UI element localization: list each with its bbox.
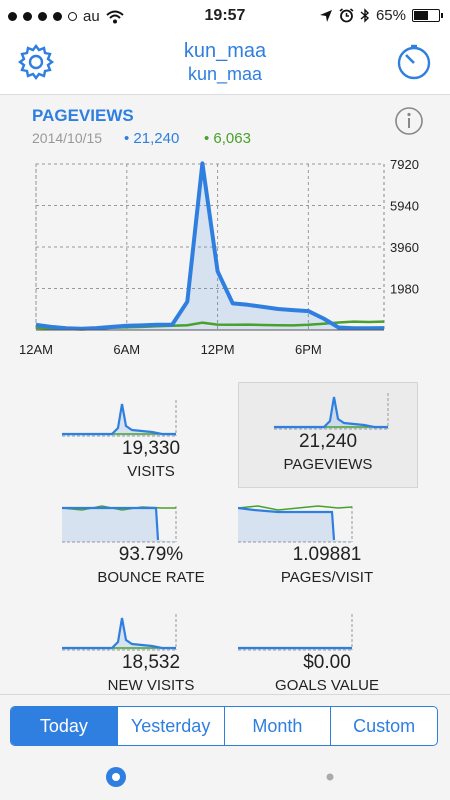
sparkline — [274, 393, 389, 430]
page-indicator-active[interactable] — [104, 765, 128, 789]
tab-yesterday[interactable]: Yesterday — [116, 707, 224, 745]
metric-label: PAGES/VISIT — [280, 569, 374, 586]
signal-dot — [8, 12, 17, 21]
metric-tile-pageviews[interactable]: 21,240 PAGEVIEWS — [238, 382, 418, 488]
timer-icon[interactable] — [394, 42, 434, 82]
metric-tile-goals-value[interactable]: $0.00 GOALS VALUE — [238, 604, 416, 708]
signal-dot — [23, 12, 32, 21]
alarm-icon — [339, 8, 354, 23]
metric-tile-bounce-rate[interactable]: 93.79% BOUNCE RATE — [62, 496, 240, 600]
metric-tile-visits[interactable]: 19,330 VISITS — [62, 390, 240, 494]
sparkline — [238, 614, 353, 651]
location-arrow-icon — [319, 9, 332, 22]
sparkline — [62, 400, 177, 437]
series-area-pageviews — [36, 163, 384, 330]
metric-label: NEW VISITS — [107, 677, 195, 694]
status-bar: au 19:57 65% — [0, 0, 450, 34]
tab-today[interactable]: Today — [11, 707, 117, 745]
metric-tile-new-visits[interactable]: 18,532 NEW VISITS — [62, 604, 240, 708]
x-tick-label: 6AM — [113, 342, 140, 357]
metric-label: VISITS — [127, 463, 175, 480]
app-header: kun_maa kun_maa — [0, 34, 450, 95]
page-indicator-dot[interactable] — [324, 765, 336, 789]
period-segmented-control: Today Yesterday Month Custom — [10, 706, 438, 746]
metric-label: GOALS VALUE — [275, 677, 379, 694]
info-icon[interactable] — [394, 106, 424, 136]
status-right: 65% — [319, 7, 443, 24]
metric-value: 19,330 — [121, 438, 181, 459]
x-tick-label: 12PM — [201, 342, 235, 357]
signal-carrier: au — [8, 8, 124, 25]
x-tick-label: 6PM — [295, 342, 322, 357]
signal-dot — [38, 12, 47, 21]
site-title: kun_maa — [183, 40, 267, 62]
chart-title: PAGEVIEWS — [32, 106, 134, 125]
y-tick-label: 3960 — [390, 240, 419, 255]
x-tick-label: 12AM — [19, 342, 53, 357]
battery-percent: 65% — [375, 7, 406, 24]
metric-value: 93.79% — [118, 544, 184, 565]
bluetooth-icon — [360, 8, 369, 23]
wifi-icon — [106, 10, 124, 23]
pageviews-chart-card[interactable]: PAGEVIEWS 2014/10/15 • 21,240 • 6,063 79… — [14, 96, 436, 362]
y-tick-label: 1980 — [390, 282, 419, 297]
metric-value: $0.00 — [303, 652, 351, 673]
y-tick-label: 5940 — [390, 199, 419, 214]
tab-custom[interactable]: Custom — [330, 707, 437, 745]
sparkline — [62, 614, 177, 651]
gear-icon[interactable] — [16, 42, 56, 82]
chart-date: 2014/10/15 — [32, 130, 103, 146]
series-line-pageviews — [35, 161, 385, 331]
secondary-value: • 6,063 — [204, 130, 251, 147]
pageviews-line-chart: 7920 5940 3960 1980 12AM 6AM 12PM 6PM — [19, 157, 419, 357]
primary-value: • 21,240 — [124, 130, 180, 147]
metric-label: BOUNCE RATE — [97, 569, 205, 586]
metric-value: 21,240 — [298, 431, 358, 452]
metric-label: PAGEVIEWS — [283, 456, 373, 473]
metric-tile-pages-per-visit[interactable]: 1.09881 PAGES/VISIT — [238, 496, 416, 600]
clock: 19:57 — [204, 7, 246, 24]
profile-subtitle[interactable]: kun_maa — [187, 64, 263, 84]
divider — [0, 694, 450, 695]
y-tick-label: 7920 — [390, 157, 419, 172]
metric-value: 18,532 — [121, 652, 181, 673]
sparkline — [62, 505, 177, 543]
sparkline — [238, 505, 353, 543]
signal-dot — [53, 12, 62, 21]
carrier-name: au — [83, 8, 100, 25]
tab-month[interactable]: Month — [223, 707, 331, 745]
signal-dot — [68, 12, 77, 21]
metric-value: 1.09881 — [292, 544, 362, 565]
battery-icon — [412, 9, 443, 22]
